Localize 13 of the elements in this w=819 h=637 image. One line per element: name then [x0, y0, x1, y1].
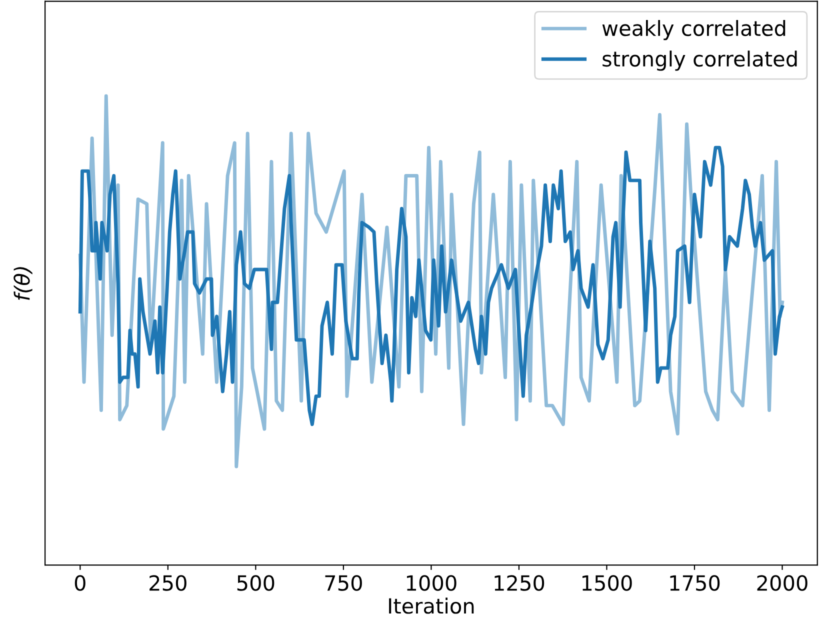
y-axis-title: f(θ) — [14, 267, 32, 300]
legend-label: weakly correlated — [602, 20, 786, 40]
x-tick-label: 0 — [74, 575, 86, 591]
x-tick-label: 2000 — [757, 575, 808, 591]
x-tick-label: 1750 — [670, 575, 720, 591]
x-axis-title: Iteration — [389, 598, 474, 614]
x-tick-label: 1500 — [582, 575, 632, 591]
x-tick-label: 1000 — [406, 575, 456, 591]
legend-label: strongly correlated — [602, 50, 797, 71]
x-tick-label: 250 — [150, 575, 186, 591]
x-tick-label: 1250 — [494, 575, 544, 591]
x-tick-label: 750 — [325, 575, 362, 591]
x-tick-label: 500 — [237, 575, 274, 591]
